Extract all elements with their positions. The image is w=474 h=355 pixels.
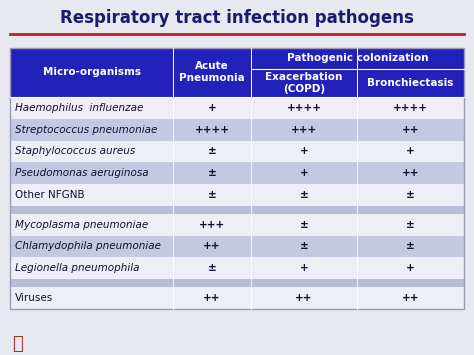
Bar bbox=[10, 287, 464, 309]
Text: ±: ± bbox=[208, 263, 217, 273]
Bar bbox=[10, 141, 464, 162]
Bar bbox=[10, 279, 464, 287]
Text: ±: ± bbox=[406, 241, 415, 251]
Bar bbox=[10, 48, 464, 309]
Bar bbox=[10, 119, 464, 141]
Text: Haemophilus  influenzae: Haemophilus influenzae bbox=[15, 103, 143, 113]
Text: ++: ++ bbox=[402, 168, 419, 178]
Text: ++++: ++++ bbox=[194, 125, 229, 135]
Text: Acute
Pneumonia: Acute Pneumonia bbox=[179, 61, 245, 83]
Text: ++: ++ bbox=[402, 293, 419, 303]
Text: ±: ± bbox=[208, 147, 217, 157]
Text: ++++: ++++ bbox=[393, 103, 428, 113]
Text: Respiratory tract infection pathogens: Respiratory tract infection pathogens bbox=[60, 9, 414, 27]
Text: Pathogenic colonization: Pathogenic colonization bbox=[287, 53, 428, 64]
Text: +: + bbox=[406, 147, 415, 157]
Bar bbox=[10, 214, 464, 236]
Text: Exacerbation
(COPD): Exacerbation (COPD) bbox=[265, 72, 343, 94]
Text: +: + bbox=[406, 263, 415, 273]
Text: +: + bbox=[300, 168, 309, 178]
Text: ±: ± bbox=[300, 241, 309, 251]
Text: +: + bbox=[208, 103, 217, 113]
Text: +++: +++ bbox=[199, 220, 225, 230]
Text: +: + bbox=[300, 263, 309, 273]
Bar bbox=[10, 48, 464, 97]
Text: ++: ++ bbox=[203, 241, 221, 251]
Text: Mycoplasma pneumoniae: Mycoplasma pneumoniae bbox=[15, 220, 148, 230]
Text: Viruses: Viruses bbox=[15, 293, 53, 303]
Text: Chlamydophila pneumoniae: Chlamydophila pneumoniae bbox=[15, 241, 161, 251]
Bar bbox=[10, 206, 464, 214]
Text: Pseudomonas aeruginosa: Pseudomonas aeruginosa bbox=[15, 168, 149, 178]
Text: ±: ± bbox=[208, 168, 217, 178]
Text: Bronchiectasis: Bronchiectasis bbox=[367, 78, 454, 88]
Text: ±: ± bbox=[300, 220, 309, 230]
Text: ++: ++ bbox=[203, 293, 221, 303]
Text: ±: ± bbox=[208, 190, 217, 200]
Text: ++: ++ bbox=[402, 125, 419, 135]
Bar bbox=[10, 257, 464, 279]
Bar bbox=[10, 236, 464, 257]
Text: Legionella pneumophila: Legionella pneumophila bbox=[15, 263, 139, 273]
Text: +: + bbox=[300, 147, 309, 157]
Text: ±: ± bbox=[406, 190, 415, 200]
Text: Other NFGNB: Other NFGNB bbox=[15, 190, 85, 200]
Text: Micro-organisms: Micro-organisms bbox=[43, 67, 141, 77]
Text: ++: ++ bbox=[295, 293, 313, 303]
Text: ++++: ++++ bbox=[286, 103, 321, 113]
Bar bbox=[10, 97, 464, 119]
Text: Staphylococcus aureus: Staphylococcus aureus bbox=[15, 147, 135, 157]
Text: ±: ± bbox=[406, 220, 415, 230]
Bar bbox=[10, 162, 464, 184]
Text: ±: ± bbox=[300, 190, 309, 200]
Text: Streptococcus pneumoniae: Streptococcus pneumoniae bbox=[15, 125, 157, 135]
Text: 🫁: 🫁 bbox=[12, 335, 23, 354]
Bar bbox=[10, 184, 464, 206]
Text: +++: +++ bbox=[291, 125, 317, 135]
